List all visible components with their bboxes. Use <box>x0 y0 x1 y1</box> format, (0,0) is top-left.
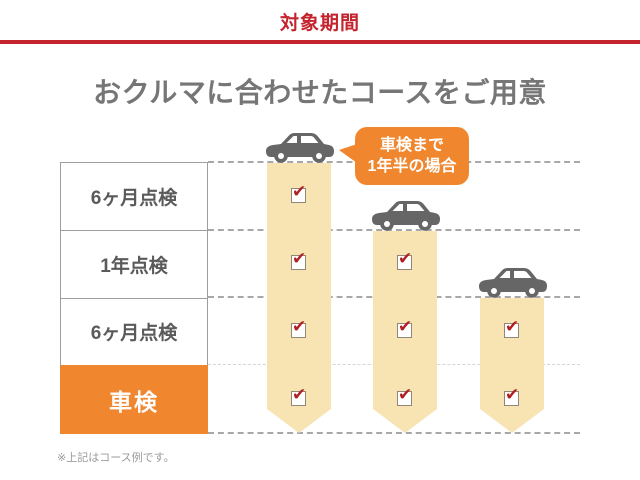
callout-line-1: 車検まで <box>379 137 444 154</box>
checkbox-checked: ✔ <box>504 317 519 338</box>
checkbox-checked: ✔ <box>291 249 306 270</box>
checkbox-checked: ✔ <box>291 182 306 203</box>
table-row-6month-inspection-2: 6ヶ月点検 <box>60 297 208 367</box>
table-row-label: 6ヶ月点検 <box>90 323 178 345</box>
table-row-label: 車検 <box>109 388 159 415</box>
car-icon <box>372 201 440 231</box>
footnote: ※上記はコース例です。 <box>57 452 175 464</box>
checkbox-checked: ✔ <box>397 385 412 406</box>
check-icon: ✔ <box>292 182 307 202</box>
check-icon: ✔ <box>398 385 413 405</box>
table-row-label: 1年点検 <box>100 255 168 277</box>
course-column-18-months <box>267 163 331 433</box>
car-icon <box>266 133 334 163</box>
check-icon: ✔ <box>398 249 413 269</box>
check-icon: ✔ <box>505 385 520 405</box>
check-icon: ✔ <box>505 317 520 337</box>
car-icon <box>479 268 547 298</box>
check-icon: ✔ <box>398 317 413 337</box>
header-divider-rule <box>0 40 640 44</box>
callout-bubble: 車検まで 1年半の場合 <box>339 127 469 185</box>
schedule-table: 6ヶ月点検 1年点検 6ヶ月点検 車検 <box>60 162 208 434</box>
check-icon: ✔ <box>292 317 307 337</box>
table-row-6month-inspection-1: 6ヶ月点検 <box>60 162 208 231</box>
page-header-label: 対象期間 <box>279 13 360 34</box>
callout-line-2: 1年半の場合 <box>367 158 457 175</box>
table-row-1year-inspection: 1年点検 <box>60 229 208 299</box>
table-row-label: 6ヶ月点検 <box>90 187 178 209</box>
check-icon: ✔ <box>292 385 307 405</box>
checkbox-checked: ✔ <box>397 317 412 338</box>
table-row-shaken-highlighted: 車検 <box>60 365 208 434</box>
checkbox-checked: ✔ <box>504 385 519 406</box>
page-title: おクルマに合わせたコースをご用意 <box>93 77 547 108</box>
checkbox-checked: ✔ <box>291 317 306 338</box>
gridline-row-2-top <box>208 229 580 231</box>
checkbox-checked: ✔ <box>397 249 412 270</box>
check-icon: ✔ <box>292 249 307 269</box>
gridline-bottom <box>208 432 580 434</box>
course-column-6-months <box>480 298 544 433</box>
checkbox-checked: ✔ <box>291 385 306 406</box>
